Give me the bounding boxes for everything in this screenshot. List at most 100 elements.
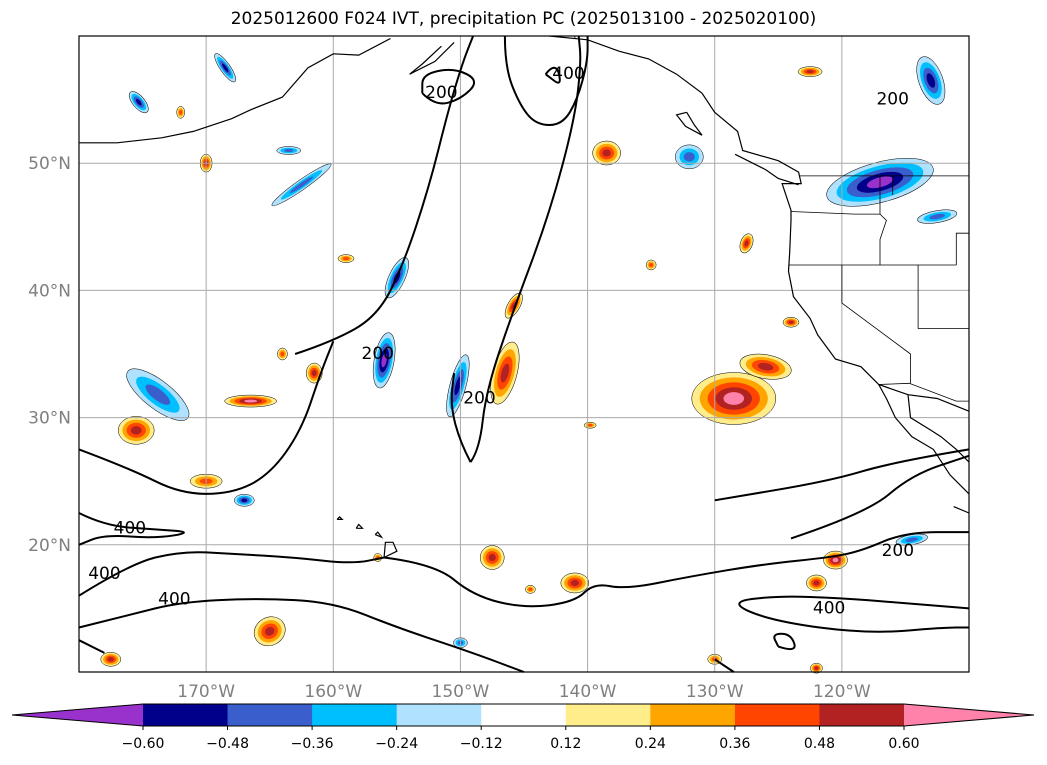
precip-fill-level xyxy=(145,384,171,405)
precip-fill-level xyxy=(832,557,839,563)
chart-title: 2025012600 F024 IVT, precipitation PC (2… xyxy=(230,9,817,29)
neg-anomaly xyxy=(895,533,928,546)
colorbar-extend-min xyxy=(12,704,143,726)
pos-anomaly xyxy=(525,585,536,594)
precip-fill-level xyxy=(587,424,593,427)
pos-anomaly xyxy=(583,421,597,429)
colorbar-segment xyxy=(481,704,567,726)
ivt-contour-line xyxy=(78,340,335,495)
ivt-contour-label: 200 xyxy=(425,83,457,103)
precip-fill-level xyxy=(284,148,294,153)
political-border xyxy=(841,265,911,384)
ivt-contour-label: 200 xyxy=(362,344,394,364)
precip-fill-level xyxy=(130,426,142,435)
precip-fill-level xyxy=(788,320,794,324)
pos-anomaly xyxy=(806,574,827,592)
map-frame xyxy=(78,35,970,673)
lon-tick-label: 130°W xyxy=(686,682,744,702)
precip-fill-level xyxy=(757,362,774,371)
coastline xyxy=(734,153,799,186)
ivt-contour-label: 400 xyxy=(88,564,120,584)
coastline xyxy=(79,37,391,144)
ivt-contour-line xyxy=(714,658,735,673)
ivt-contour-line xyxy=(78,512,185,546)
lon-labels: 170°W 160°W 150°W 140°W 130°W 120°W xyxy=(177,682,871,702)
coastline xyxy=(878,384,970,495)
neg-anomaly xyxy=(271,163,332,207)
ivt-contour-label: 400 xyxy=(114,518,146,538)
political-border xyxy=(879,213,887,265)
ivt-contours xyxy=(78,35,970,673)
pos-anomaly xyxy=(305,362,323,384)
lon-tick-label: 120°W xyxy=(813,682,871,702)
pos-anomaly xyxy=(479,545,505,570)
coastline xyxy=(336,515,344,520)
ivt-contour-line xyxy=(544,66,561,84)
ivt-contour-label: 200 xyxy=(882,541,914,561)
colorbar-tick-label: 0.36 xyxy=(719,736,750,752)
colorbar-segment xyxy=(396,704,482,726)
precip-fill-level xyxy=(744,240,749,247)
colorbar-segment xyxy=(650,704,736,726)
precip-fill-level xyxy=(602,149,611,157)
precip-fill-level xyxy=(289,176,314,194)
lat-labels: 20°N 30°N 40°N 50°N xyxy=(28,154,71,556)
ivt-contour-label: 400 xyxy=(158,589,190,609)
ivt-contour-line xyxy=(78,639,105,654)
pos-anomaly xyxy=(592,140,621,166)
political-border xyxy=(790,175,881,215)
colorbar-tick-label: 0.24 xyxy=(635,736,666,752)
lon-tick-label: 140°W xyxy=(559,682,617,702)
pos-anomaly xyxy=(100,652,122,667)
lat-tick-label: 20°N xyxy=(28,536,71,556)
precip-fill-level xyxy=(488,553,496,562)
colorbar-tick-label: 0.60 xyxy=(888,736,919,752)
ivt-contour-line xyxy=(383,531,969,608)
ivt-contour-line xyxy=(450,372,472,463)
gridlines xyxy=(79,36,969,672)
colorbar-segment xyxy=(227,704,313,726)
pos-anomaly xyxy=(797,66,823,77)
precip-fill-level xyxy=(528,587,533,591)
pos-anomaly xyxy=(739,233,754,254)
pos-anomaly xyxy=(691,372,777,425)
coastline xyxy=(355,523,364,529)
ivt-contour-label: 400 xyxy=(813,598,845,618)
neg-anomaly xyxy=(126,368,190,421)
precip-fill-level xyxy=(342,257,350,261)
precip-fill-level xyxy=(500,363,510,383)
neg-anomaly xyxy=(916,56,946,105)
colorbar-tick-label: −0.48 xyxy=(206,736,249,752)
pos-anomaly xyxy=(739,353,792,380)
ivt-contour-line xyxy=(714,448,970,502)
ivt-contour-label: 200 xyxy=(463,389,495,409)
coastline xyxy=(409,41,455,75)
ivt-contour-line xyxy=(294,35,475,355)
coastline xyxy=(953,506,970,514)
precip-fill-level xyxy=(683,152,695,162)
lon-tick-label: 170°W xyxy=(177,682,235,702)
precip-fill-level xyxy=(311,370,317,377)
pos-anomaly xyxy=(810,662,823,674)
neg-anomaly xyxy=(917,209,958,224)
precip-fill-level xyxy=(107,657,114,662)
colorbar-tick-label: −0.12 xyxy=(460,736,503,752)
ivt-contour-line xyxy=(790,454,970,540)
neg-anomaly xyxy=(128,91,149,114)
precip-fill-level xyxy=(454,376,462,396)
lat-tick-label: 40°N xyxy=(28,281,71,301)
coastline xyxy=(907,394,970,463)
precip-fill-level xyxy=(905,537,919,542)
coastline xyxy=(549,35,970,412)
precip-fill-level xyxy=(381,353,387,368)
ivt-contour-line xyxy=(738,595,970,633)
precip-fill-level xyxy=(244,399,258,403)
ivt-contour-line xyxy=(78,598,525,673)
pos-anomaly xyxy=(337,254,355,263)
precip-fill-level xyxy=(241,498,248,503)
neg-anomaly xyxy=(675,144,704,170)
coastline xyxy=(374,531,384,539)
precip-fill-level xyxy=(265,626,275,636)
precip-fill-level xyxy=(929,213,945,220)
colorbar-tick-label: 0.48 xyxy=(804,736,835,752)
